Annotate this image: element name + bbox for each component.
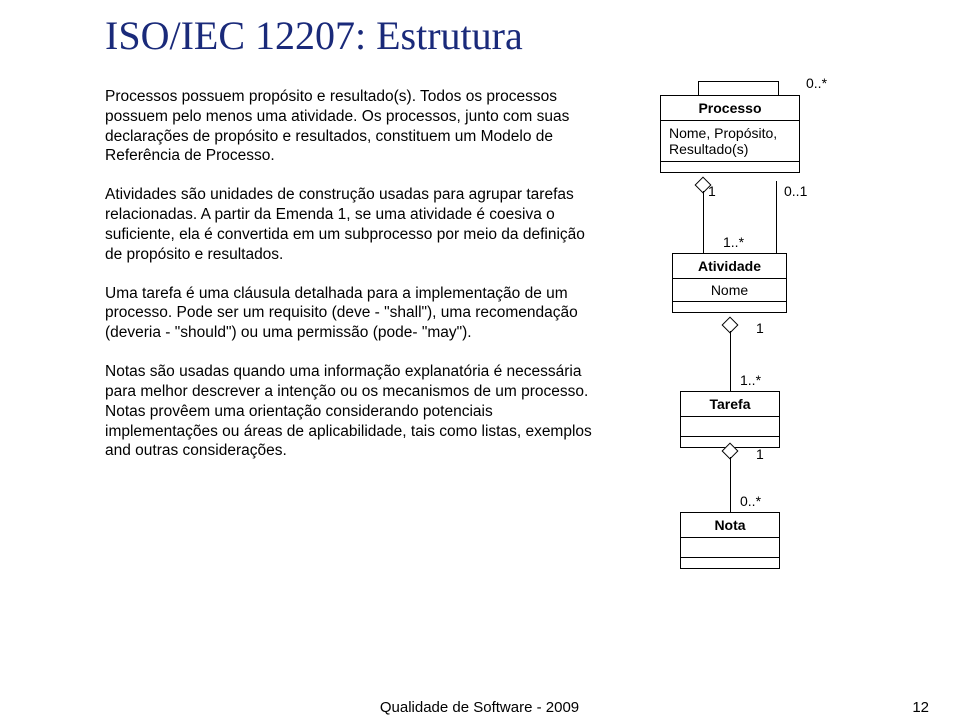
page-title: ISO/IEC 12207: Estrutura [105, 12, 919, 59]
assoc-line [703, 191, 704, 253]
paragraph-notas: Notas são usadas quando uma informação e… [105, 362, 600, 461]
mult-label: 0..* [740, 493, 761, 509]
uml-class-ops [661, 162, 799, 172]
uml-diagram: 0..* Processo Nome, Propósito, Resultado… [628, 87, 888, 607]
uml-class-title: Atividade [673, 254, 786, 279]
mult-label: 1 [708, 183, 716, 199]
text-column: Processos possuem propósito e resultado(… [105, 87, 600, 607]
mult-label: 0..1 [784, 183, 807, 199]
self-assoc-line [698, 81, 779, 82]
paragraph-processos: Processos possuem propósito e resultado(… [105, 87, 600, 166]
uml-class-ops [681, 558, 779, 568]
mult-self: 0..* [806, 75, 827, 91]
mult-label: 1..* [723, 234, 744, 250]
assoc-line [730, 457, 731, 512]
mult-label: 1 [756, 446, 764, 462]
mult-label: 1 [756, 320, 764, 336]
uml-class-title: Tarefa [681, 392, 779, 417]
self-assoc-line [698, 81, 699, 95]
page-number: 12 [912, 699, 929, 716]
assoc-line [776, 181, 777, 253]
paragraph-atividades: Atividades são unidades de construção us… [105, 185, 600, 264]
uml-class-title: Processo [661, 96, 799, 121]
self-assoc-line [778, 81, 779, 95]
uml-class-nota: Nota [680, 512, 780, 569]
content-row: Processos possuem propósito e resultado(… [105, 87, 919, 607]
diagram-wrap: 0..* Processo Nome, Propósito, Resultado… [628, 87, 858, 607]
uml-class-processo: Processo Nome, Propósito, Resultado(s) [660, 95, 800, 173]
paragraph-tarefa: Uma tarefa é uma cláusula detalhada para… [105, 284, 600, 343]
footer-text: Qualidade de Software - 2009 [380, 699, 579, 716]
assoc-line [730, 331, 731, 391]
uml-class-attrs: Nome, Propósito, Resultado(s) [661, 121, 799, 162]
uml-class-attrs: Nome [673, 279, 786, 302]
uml-class-attrs [681, 538, 779, 558]
uml-class-attrs [681, 417, 779, 437]
uml-class-title: Nota [681, 513, 779, 538]
mult-label: 1..* [740, 372, 761, 388]
uml-class-tarefa: Tarefa [680, 391, 780, 448]
uml-class-ops [673, 302, 786, 312]
uml-class-atividade: Atividade Nome [672, 253, 787, 313]
